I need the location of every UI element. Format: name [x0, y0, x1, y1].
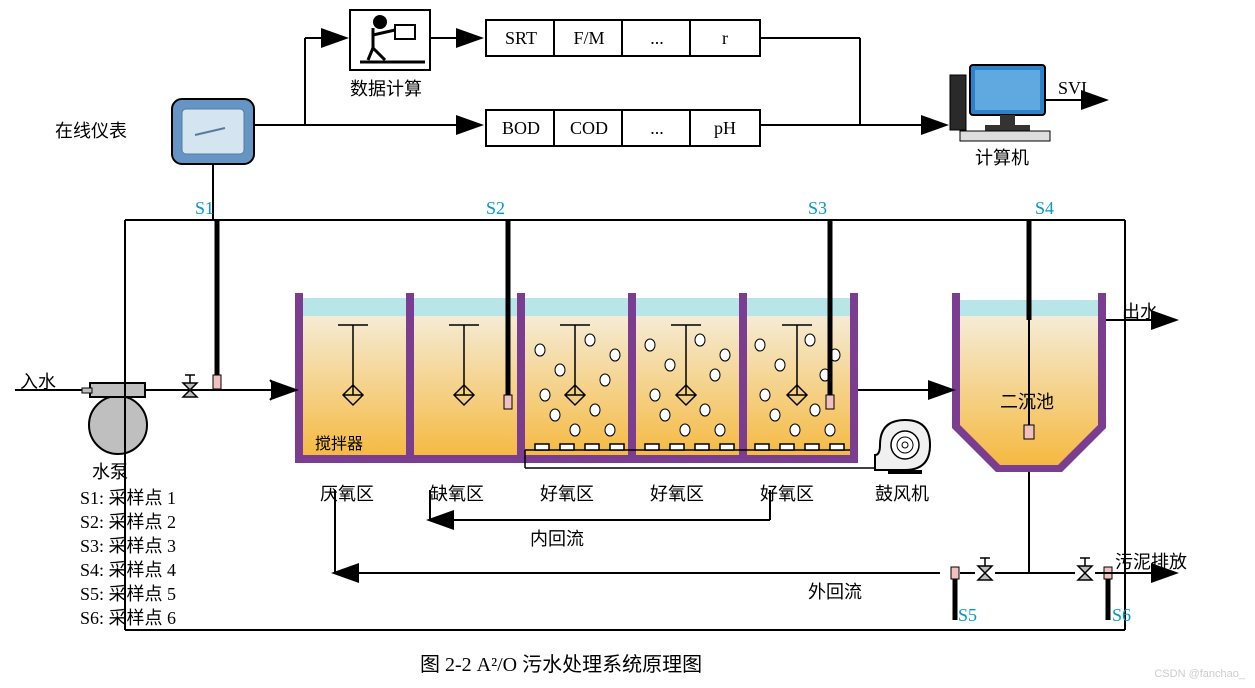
datacalc-label: 数据计算	[350, 75, 422, 101]
inflow-label: 入水	[20, 368, 56, 394]
param-ph: pH	[689, 109, 761, 147]
diagram-canvas: SRT F/M ... r BOD COD ... pH 在线仪表 数据计算 计…	[0, 0, 1255, 688]
sensor-s4: S4	[1035, 198, 1054, 219]
diagram-svg	[0, 0, 1255, 688]
sensor-s1: S1	[195, 198, 214, 219]
legend-4: S4: 采样点 4	[80, 556, 176, 582]
instrument-icon	[172, 99, 254, 164]
legend-1: S1: 采样点 1	[80, 484, 176, 510]
pump-label: 水泵	[92, 458, 128, 484]
param-r: r	[689, 19, 761, 57]
datacalc-icon	[350, 10, 430, 70]
param-fm: F/M	[553, 19, 625, 57]
legend-6: S6: 采样点 6	[80, 604, 176, 630]
param-cod: COD	[553, 109, 625, 147]
caption: 图 2-2 A²/O 污水处理系统原理图	[420, 648, 702, 677]
reactor-tank	[295, 293, 858, 463]
legend-3: S3: 采样点 3	[80, 532, 176, 558]
param-srt: SRT	[485, 19, 557, 57]
inner-recycle-label: 内回流	[530, 525, 584, 551]
computer-label: 计算机	[975, 144, 1029, 170]
outer-recycle-label: 外回流	[808, 578, 862, 604]
sensor-s6: S6	[1112, 605, 1131, 626]
mixer-label: 搅拌器	[315, 430, 363, 454]
sensor-s5: S5	[958, 605, 977, 626]
instrument-label: 在线仪表	[55, 117, 127, 143]
sensor-s2: S2	[486, 198, 505, 219]
param-bod: BOD	[485, 109, 557, 147]
svi-label: SVI	[1058, 78, 1087, 99]
zone-anaerobic: 厌氧区	[320, 480, 374, 506]
clarifier-label: 二沉池	[1000, 388, 1054, 414]
legend-2: S2: 采样点 2	[80, 508, 176, 534]
zone-aerobic2: 好氧区	[650, 480, 704, 506]
outflow-label: 出水	[1122, 298, 1158, 324]
zone-anoxic: 缺氧区	[430, 480, 484, 506]
zone-aerobic1: 好氧区	[540, 480, 594, 506]
watermark: CSDN @fanchao_	[1154, 668, 1245, 680]
sensor-s3: S3	[808, 198, 827, 219]
blower-label: 鼓风机	[875, 480, 929, 506]
blower-icon	[875, 420, 930, 474]
param-dots2: ...	[621, 109, 693, 147]
param-dots1: ...	[621, 19, 693, 57]
zone-aerobic3: 好氧区	[760, 480, 814, 506]
sludge-label: 污泥排放	[1115, 548, 1187, 574]
computer-icon	[950, 65, 1050, 141]
legend-5: S5: 采样点 5	[80, 580, 176, 606]
pump-icon	[82, 383, 147, 454]
